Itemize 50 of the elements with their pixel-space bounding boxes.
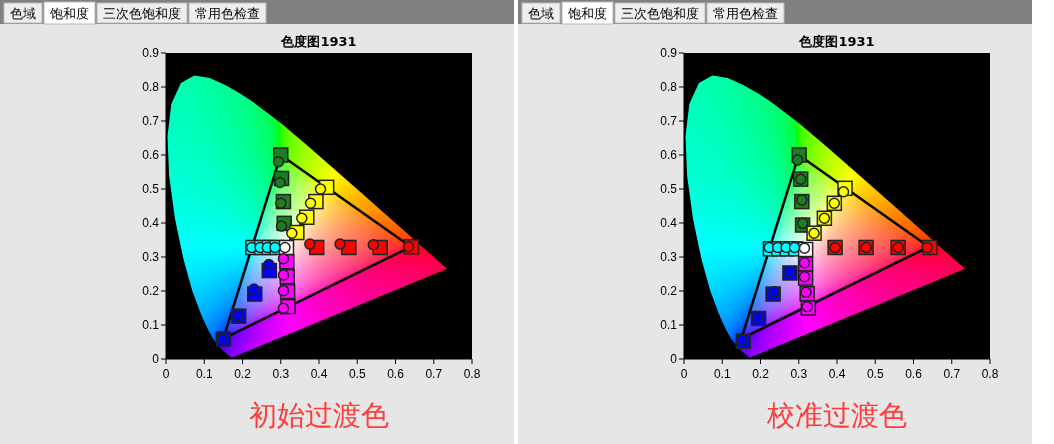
- text: 三次色饱和度: [103, 6, 181, 21]
- x-tick-label: 0.8: [981, 367, 999, 381]
- y-tick-label: 0.4: [660, 216, 678, 230]
- x-tick-label: 0.2: [752, 367, 770, 381]
- y-tick-label: 0.2: [142, 284, 160, 298]
- y-tick-label: 0.9: [142, 46, 160, 60]
- y-tick-label: 0.4: [142, 216, 160, 230]
- y-tick-label: 0.1: [142, 318, 160, 332]
- x-tick-label: 0.3: [272, 367, 290, 381]
- x-tick-label: 0: [162, 367, 170, 381]
- y-tick-label: 0.1: [660, 318, 678, 332]
- x-tick-label: 0.5: [866, 367, 884, 381]
- x-tick-label: 0.2: [234, 367, 252, 381]
- x-tick-label: 0.5: [348, 367, 366, 381]
- chart-title: 色度图1931: [280, 34, 357, 49]
- text: 常用色检查: [713, 6, 778, 21]
- y-tick-label: 0.6: [660, 148, 678, 162]
- text: 校准过渡色: [766, 399, 907, 432]
- text: 饱和度: [49, 6, 89, 21]
- x-tick-label: 0.6: [905, 367, 923, 381]
- x-tick-label: 0.4: [828, 367, 846, 381]
- text: 饱和度: [567, 6, 607, 21]
- x-tick-label: 0.3: [790, 367, 808, 381]
- y-tick-label: 0.7: [660, 114, 678, 128]
- y-tick-label: 0.3: [660, 250, 678, 264]
- text: 三次色饱和度: [621, 6, 699, 21]
- x-tick-label: 0.6: [387, 367, 405, 381]
- y-tick-label: 0: [670, 352, 678, 366]
- text: 初始过渡色: [249, 399, 389, 432]
- y-tick-label: 0.2: [660, 284, 678, 298]
- y-tick-label: 0.8: [142, 80, 160, 94]
- y-tick-label: 0.5: [660, 182, 678, 196]
- text: 色域: [10, 6, 36, 21]
- text: 色域: [528, 6, 554, 21]
- y-tick-label: 0.8: [660, 80, 678, 94]
- chart-title: 色度图1931: [798, 34, 875, 49]
- x-tick-label: 0.7: [943, 367, 961, 381]
- x-tick-label: 0.7: [425, 367, 443, 381]
- y-tick-label: 0.9: [660, 46, 678, 60]
- y-tick-label: 0.6: [142, 148, 160, 162]
- y-tick-label: 0: [152, 352, 160, 366]
- x-tick-label: 0.8: [463, 367, 481, 381]
- y-tick-label: 0.7: [142, 114, 160, 128]
- y-tick-label: 0.5: [142, 182, 160, 196]
- x-tick-label: 0: [680, 367, 688, 381]
- x-tick-label: 0.1: [195, 367, 213, 381]
- x-tick-label: 0.4: [310, 367, 328, 381]
- x-tick-label: 0.1: [713, 367, 731, 381]
- y-tick-label: 0.3: [142, 250, 160, 264]
- text: 常用色检查: [195, 6, 260, 21]
